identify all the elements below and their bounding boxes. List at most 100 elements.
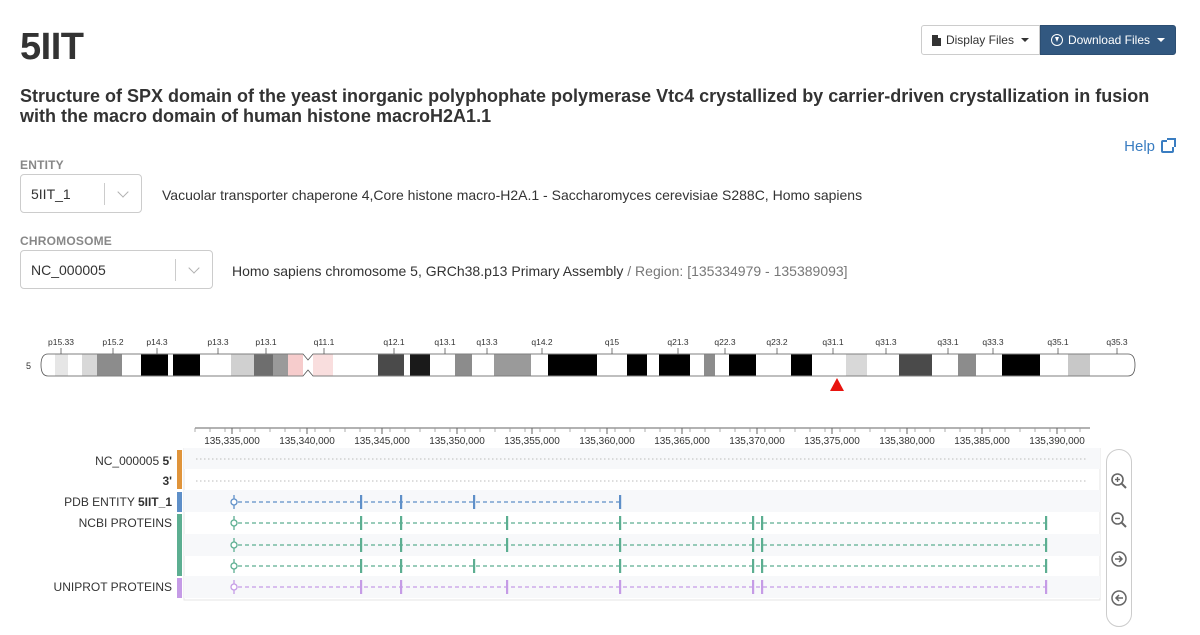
exon-mark: [761, 559, 764, 573]
pan-left-icon[interactable]: [1110, 589, 1128, 607]
help-label: Help: [1124, 138, 1155, 155]
exon-mark: [1045, 516, 1048, 530]
exon-mark: [752, 580, 755, 594]
five-prime-label: 5': [162, 454, 172, 468]
cytoband: [494, 354, 531, 376]
feature-row[interactable]: [230, 580, 1048, 594]
feature-row[interactable]: [230, 538, 1048, 552]
nc-track-label: NC_000005 5': [95, 454, 172, 468]
chromosome-select[interactable]: NC_000005: [20, 250, 213, 289]
feature-start-icon: [230, 519, 238, 527]
pdb-track-label: PDB ENTITY 5IIT_1: [64, 495, 172, 509]
band-label: q35.3: [1106, 337, 1128, 347]
cytoband: [231, 354, 254, 376]
exon-mark: [752, 538, 755, 552]
cytoband: [173, 354, 200, 376]
exon-mark: [619, 580, 622, 594]
exon-mark: [752, 559, 755, 573]
cytoband: [627, 354, 647, 376]
exon-mark: [360, 538, 363, 552]
ruler-tick-label: 135,355,000: [504, 436, 560, 447]
cytoband: [82, 354, 97, 376]
ruler-tick-label: 135,390,000: [1029, 436, 1085, 447]
band-label: q15: [605, 337, 619, 347]
ideogram-chromosome-number: 5: [26, 361, 31, 371]
feature-start-icon: [230, 541, 238, 549]
chromosome-region: / Region: [135334979 - 135389093]: [627, 263, 848, 279]
exon-mark: [619, 495, 622, 509]
band-label: p13.1: [255, 337, 277, 347]
cytoband: [1068, 354, 1090, 376]
band-label: q31.3: [875, 337, 897, 347]
display-files-button[interactable]: Display Files: [920, 25, 1040, 55]
band-label: q33.1: [937, 337, 959, 347]
cytoband: [729, 354, 756, 376]
band-label: q14.2: [531, 337, 553, 347]
help-link[interactable]: Help: [1124, 138, 1176, 155]
pan-right-icon[interactable]: [1110, 550, 1128, 568]
feature-row[interactable]: [230, 559, 1048, 573]
band-label: q21.3: [667, 337, 689, 347]
band-label: q33.3: [982, 337, 1004, 347]
exon-mark: [473, 559, 476, 573]
band-label: q12.1: [383, 337, 405, 347]
exon-mark: [506, 516, 509, 530]
cytoband: [704, 354, 715, 376]
exon-mark: [761, 580, 764, 594]
feature-row[interactable]: [230, 516, 1048, 530]
file-icon: [931, 34, 941, 46]
cytoband: [273, 354, 288, 376]
cytoband: [791, 354, 812, 376]
zoom-out-icon[interactable]: [1110, 511, 1128, 529]
display-files-label: Display Files: [945, 33, 1014, 47]
entity-label: ENTITY: [20, 158, 64, 172]
three-prime-label: 3': [162, 474, 172, 488]
band-label: q13.1: [434, 337, 456, 347]
uniprot-track-label: UNIPROT PROTEINS: [53, 580, 172, 594]
track-band: [184, 576, 1100, 598]
cytoband: [1002, 354, 1040, 376]
chevron-down-icon: [176, 261, 212, 274]
band-label: p15.2: [102, 337, 124, 347]
band-label: p14.3: [146, 337, 168, 347]
feature-row[interactable]: [230, 495, 622, 509]
exon-mark: [360, 495, 363, 509]
entity-select[interactable]: 5IIT_1: [20, 174, 142, 213]
ncbi-track-color-bar: [177, 514, 182, 576]
exon-mark: [506, 580, 509, 594]
feature-tracks[interactable]: [0, 448, 1104, 604]
exon-mark: [473, 495, 476, 509]
zoom-in-icon[interactable]: [1110, 472, 1128, 490]
chromosome-label: CHROMOSOME: [20, 234, 112, 248]
exon-mark: [360, 559, 363, 573]
cytoband: [846, 354, 867, 376]
exon-mark: [761, 516, 764, 530]
download-files-label: Download Files: [1067, 33, 1150, 47]
exon-mark: [1045, 538, 1048, 552]
band-label: q13.3: [476, 337, 498, 347]
chromosome-ideogram[interactable]: 5 p15.33 p15.2 p14.3 p13.3 p13.1 q11.1 q12.1 q1…: [0, 330, 1200, 395]
uniprot-track-color-bar: [177, 578, 182, 598]
pdb-label: PDB ENTITY: [64, 495, 135, 509]
ruler-tick-label: 135,375,000: [804, 436, 860, 447]
ruler-tick-label: 135,385,000: [954, 436, 1010, 447]
band-label: q35.1: [1047, 337, 1069, 347]
cytoband: [548, 354, 597, 376]
pdb-track-color-bar: [177, 492, 182, 512]
download-files-button[interactable]: Download Files: [1039, 25, 1176, 55]
chromosome-select-value: NC_000005: [31, 261, 106, 278]
cytoband: [659, 354, 690, 376]
ruler-tick-label: 135,345,000: [354, 436, 410, 447]
region-marker-icon: [830, 378, 844, 391]
track-band: [184, 490, 1100, 512]
nc-track-color-bar: [177, 450, 182, 489]
cytoband: [958, 354, 976, 376]
chevron-down-icon: [105, 185, 141, 198]
cytoband: [899, 354, 932, 376]
download-icon: [1050, 34, 1063, 46]
chromosome-assembly: Homo sapiens chromosome 5, GRCh38.p13 Pr…: [232, 263, 624, 279]
tracks-frame: [183, 448, 1101, 601]
ruler-tick-label: 135,370,000: [729, 436, 785, 447]
cytoband: [55, 354, 68, 376]
cytoband: [378, 354, 404, 376]
